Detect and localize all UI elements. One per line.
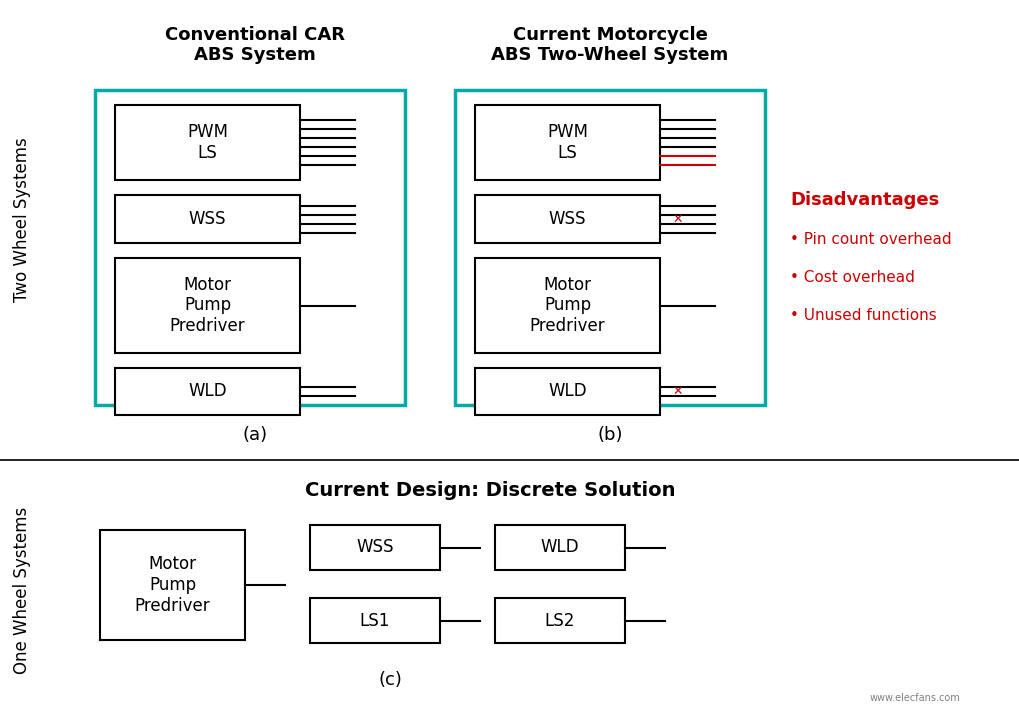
Text: WSS: WSS [549, 210, 586, 228]
Text: WLD: WLD [189, 383, 227, 400]
Text: WLD: WLD [541, 538, 580, 557]
Text: • Cost overhead: • Cost overhead [790, 270, 915, 286]
Bar [455, 90, 765, 405]
Bar [475, 105, 660, 180]
Bar [475, 195, 660, 243]
Bar [115, 258, 300, 353]
Bar [475, 368, 660, 415]
Bar [95, 90, 405, 405]
Bar [475, 258, 660, 353]
Text: Conventional CAR
ABS System: Conventional CAR ABS System [165, 26, 345, 65]
Text: ✕: ✕ [673, 213, 684, 225]
Bar [115, 195, 300, 243]
Text: • Unused functions: • Unused functions [790, 309, 936, 324]
Bar [115, 105, 300, 180]
Text: WSS: WSS [189, 210, 226, 228]
Text: One Wheel Systems: One Wheel Systems [13, 506, 31, 673]
Text: www.elecfans.com: www.elecfans.com [870, 693, 961, 703]
Text: WSS: WSS [357, 538, 393, 557]
Text: Motor
Pump
Predriver: Motor Pump Predriver [530, 276, 605, 336]
Text: PWM
LS: PWM LS [547, 123, 588, 162]
Text: (c): (c) [378, 671, 401, 689]
Text: (a): (a) [243, 426, 268, 444]
Bar [115, 368, 300, 415]
Text: Current Motorcycle
ABS Two-Wheel System: Current Motorcycle ABS Two-Wheel System [491, 26, 729, 65]
Text: LS2: LS2 [545, 611, 575, 629]
Text: ✕: ✕ [673, 385, 684, 398]
Bar [100, 530, 245, 640]
Text: LS1: LS1 [360, 611, 390, 629]
Text: Two Wheel Systems: Two Wheel Systems [13, 138, 31, 302]
Text: Disadvantages: Disadvantages [790, 191, 940, 209]
Text: Current Design: Discrete Solution: Current Design: Discrete Solution [305, 481, 676, 500]
Bar [310, 525, 440, 570]
Text: Motor
Pump
Predriver: Motor Pump Predriver [170, 276, 246, 336]
Text: PWM
LS: PWM LS [187, 123, 228, 162]
Text: (b): (b) [597, 426, 623, 444]
Text: Motor
Pump
Predriver: Motor Pump Predriver [135, 555, 210, 615]
Text: • Pin count overhead: • Pin count overhead [790, 232, 952, 247]
Bar [310, 598, 440, 643]
Bar [495, 525, 625, 570]
Bar [495, 598, 625, 643]
Text: WLD: WLD [548, 383, 587, 400]
